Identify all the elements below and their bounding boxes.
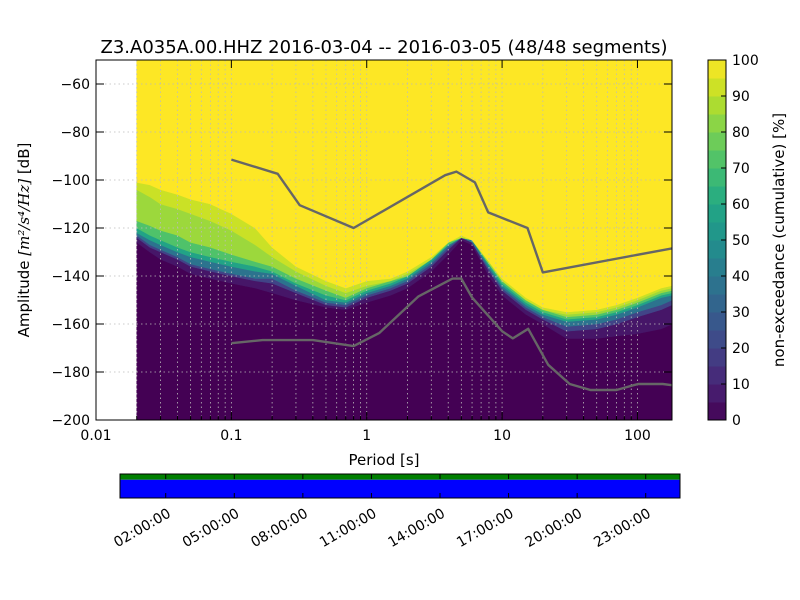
y-axis: −60 −80 −100 −120 −140 −160 −180 −200 [52, 77, 672, 429]
x-axis-label: Period [s] [348, 451, 419, 469]
colorbar-step [708, 240, 726, 259]
coverage-row [120, 474, 680, 480]
x-tick-label: 0.01 [80, 428, 111, 444]
noise-model-low [231, 277, 672, 392]
y-tick-label: −80 [60, 125, 90, 141]
y-tick-label: −160 [52, 317, 90, 333]
colorbar-tick-label: 80 [732, 125, 750, 141]
colorbar-step [708, 132, 726, 151]
y-tick-label: −120 [52, 221, 90, 237]
colorbar-step [708, 150, 726, 169]
chart-title: Z3.A035A.00.HHZ 2016-03-04 -- 2016-03-05… [101, 37, 668, 58]
colorbar: 0 10 20 30 40 50 60 70 80 90 100 non-exceedance (c… [707, 53, 788, 429]
y-tick-label: −200 [52, 413, 90, 429]
band-above-p100 [136, 60, 672, 313]
x-tick-label: 1 [362, 428, 371, 444]
coverage-tick-label: 23:00:00 [591, 506, 653, 551]
colorbar-step [708, 330, 726, 349]
colorbar-ticks: 0 10 20 30 40 50 60 70 80 90 100 [721, 53, 759, 429]
colorbar-tick-label: 40 [732, 269, 750, 285]
colorbar-step [708, 60, 726, 79]
y-axis-label-prefix: Amplitude [15, 256, 33, 338]
colorbar-tick-label: 20 [732, 341, 750, 357]
coverage-tick-label: 17:00:00 [454, 506, 516, 551]
colorbar-tick-label: 50 [732, 233, 750, 249]
colorbar-label: non-exceedance (cumulative) [%] [770, 113, 788, 367]
density-heatmap [136, 60, 672, 420]
noise-model-high [231, 158, 672, 274]
grid-lines [96, 60, 672, 420]
colorbar-tick-label: 10 [732, 377, 750, 393]
colorbar-tick-label: 90 [732, 89, 750, 105]
coverage-row [120, 479, 680, 498]
colorbar-step [708, 222, 726, 241]
coverage-tick-label: 11:00:00 [317, 506, 379, 551]
noise-models [231, 158, 672, 392]
colorbar-step [708, 168, 726, 187]
y-tick-label: −60 [60, 77, 90, 93]
coverage-frame [119, 473, 681, 499]
colorbar-step [708, 78, 726, 97]
x-tick-label: 10 [493, 428, 511, 444]
colorbar-step [708, 366, 726, 385]
plot-frame [95, 59, 673, 421]
y-axis-label-units: [m²/s⁴/Hz] [15, 179, 33, 256]
colorbar-tick-label: 70 [732, 161, 750, 177]
segment-coverage: 02:00:00 05:00:00 08:00:00 11:00:00 14:00:00… [111, 473, 681, 551]
y-axis-label-suffix: [dB] [15, 143, 33, 179]
colorbar-tick-label: 60 [732, 197, 750, 213]
coverage-bars [120, 474, 680, 498]
coverage-tick-label: 02:00:00 [111, 506, 173, 551]
colorbar-step [708, 402, 726, 421]
colorbar-step [708, 114, 726, 133]
y-tick-label: −180 [52, 365, 90, 381]
colorbar-tick-label: 0 [732, 413, 741, 429]
colorbar-step [708, 186, 726, 205]
colorbar-step [708, 384, 726, 403]
x-tick-label: 0.1 [220, 428, 242, 444]
coverage-tick-label: 14:00:00 [386, 506, 448, 551]
x-tick-label: 100 [624, 428, 651, 444]
colorbar-gradient [708, 60, 726, 421]
y-axis-label: Amplitude [m²/s⁴/Hz] [dB] [15, 143, 33, 338]
coverage-tick-label: 05:00:00 [180, 506, 242, 551]
colorbar-step [708, 96, 726, 115]
x-axis: 0.01 0.1 1 10 100 [80, 60, 651, 444]
colorbar-step [708, 294, 726, 313]
y-tick-label: −100 [52, 173, 90, 189]
colorbar-step [708, 258, 726, 277]
y-tick-label: −140 [52, 269, 90, 285]
plot-area: 0.01 0.1 1 10 100 −60 −80 −100 −120 −140 −160 −180… [15, 59, 673, 469]
coverage-tick-label: 20:00:00 [523, 506, 585, 551]
colorbar-tick-label: 100 [732, 53, 759, 69]
colorbar-step [708, 276, 726, 295]
colorbar-step [708, 204, 726, 223]
colorbar-tick-label: 30 [732, 305, 750, 321]
coverage-tick-label: 08:00:00 [248, 506, 310, 551]
colorbar-step [708, 348, 726, 367]
colorbar-step [708, 312, 726, 331]
